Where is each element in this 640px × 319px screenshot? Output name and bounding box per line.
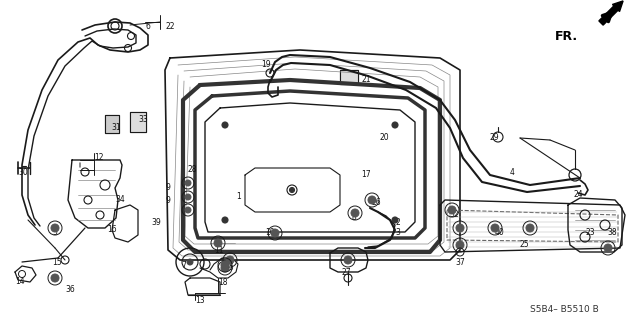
Circle shape xyxy=(289,188,294,192)
Text: 20: 20 xyxy=(380,133,390,142)
Circle shape xyxy=(221,264,229,272)
Circle shape xyxy=(344,256,352,264)
Text: S5B4– B5510 B: S5B4– B5510 B xyxy=(530,305,599,314)
Text: 17: 17 xyxy=(361,170,371,179)
Text: 21: 21 xyxy=(361,75,371,84)
Circle shape xyxy=(185,207,191,213)
Text: 27: 27 xyxy=(342,268,351,277)
Circle shape xyxy=(456,224,464,232)
Text: 13: 13 xyxy=(195,296,205,305)
Text: 33: 33 xyxy=(138,115,148,124)
Circle shape xyxy=(185,180,191,186)
Text: 29: 29 xyxy=(490,133,500,142)
Circle shape xyxy=(392,217,398,223)
Text: 1: 1 xyxy=(236,192,241,201)
Text: 32: 32 xyxy=(449,210,459,219)
Text: 9: 9 xyxy=(166,196,171,205)
Text: 39: 39 xyxy=(151,218,161,227)
Text: 34: 34 xyxy=(115,195,125,204)
Text: 10: 10 xyxy=(265,228,275,237)
Circle shape xyxy=(368,196,376,204)
Text: 12: 12 xyxy=(94,153,104,162)
Circle shape xyxy=(271,229,279,237)
Text: 5: 5 xyxy=(52,228,57,237)
Circle shape xyxy=(491,224,499,232)
Text: FR.: FR. xyxy=(555,30,578,43)
Text: 31: 31 xyxy=(111,123,120,132)
Text: 14: 14 xyxy=(15,277,24,286)
Bar xyxy=(105,115,119,133)
Text: 6: 6 xyxy=(145,22,150,31)
Text: 2: 2 xyxy=(395,218,400,227)
Bar xyxy=(130,112,146,132)
Circle shape xyxy=(187,259,193,265)
Circle shape xyxy=(222,217,228,223)
Text: 28: 28 xyxy=(188,165,198,174)
Bar xyxy=(340,70,358,84)
Circle shape xyxy=(221,261,229,269)
Bar xyxy=(340,70,358,84)
Circle shape xyxy=(604,244,612,252)
Circle shape xyxy=(526,224,534,232)
Text: 23: 23 xyxy=(586,228,596,237)
Text: 26: 26 xyxy=(372,198,381,207)
Text: 8: 8 xyxy=(352,213,356,222)
Circle shape xyxy=(51,224,59,232)
Circle shape xyxy=(51,274,59,282)
Circle shape xyxy=(448,206,456,214)
Circle shape xyxy=(222,122,228,128)
Text: 11: 11 xyxy=(214,246,223,255)
Bar xyxy=(130,112,146,132)
Text: 35: 35 xyxy=(224,263,234,272)
Text: 38: 38 xyxy=(607,228,616,237)
Circle shape xyxy=(214,239,222,247)
Text: 36: 36 xyxy=(65,285,75,294)
Text: 19: 19 xyxy=(261,60,271,69)
Circle shape xyxy=(185,194,191,200)
Text: 25: 25 xyxy=(519,240,529,249)
Circle shape xyxy=(392,122,398,128)
Text: 15: 15 xyxy=(52,258,61,267)
FancyArrow shape xyxy=(599,1,623,25)
Circle shape xyxy=(226,256,234,264)
Text: 9: 9 xyxy=(166,183,171,192)
Text: 3: 3 xyxy=(395,228,400,237)
Bar xyxy=(105,115,119,133)
Text: 7: 7 xyxy=(181,261,186,270)
Circle shape xyxy=(351,209,359,217)
Text: 16: 16 xyxy=(107,225,116,234)
Circle shape xyxy=(456,241,464,249)
Text: 4: 4 xyxy=(510,168,515,177)
Text: 40: 40 xyxy=(495,228,505,237)
Text: 37: 37 xyxy=(455,258,465,267)
Text: 30: 30 xyxy=(18,168,28,177)
Text: 24: 24 xyxy=(574,190,584,199)
Text: 18: 18 xyxy=(218,278,227,287)
Text: 22: 22 xyxy=(165,22,175,31)
